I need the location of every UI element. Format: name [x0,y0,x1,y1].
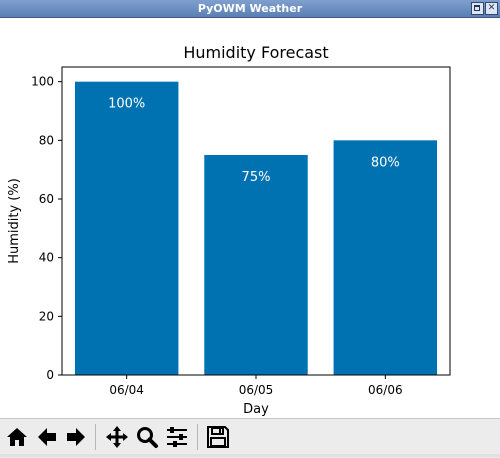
x-axis-label: Day [243,402,269,417]
y-tick-label: 0 [46,368,54,382]
home-button[interactable] [4,423,30,451]
x-tick-label: 06/05 [239,383,274,397]
window-title: PyOWM Weather [197,2,303,15]
close-button[interactable]: ✕ [485,2,498,15]
magnifier-icon [137,427,158,448]
save-button[interactable] [205,423,231,451]
y-tick-label: 40 [39,251,54,265]
maximize-icon [474,5,480,11]
y-tick-label: 100 [31,75,54,89]
bar-value-label: 100% [108,97,145,112]
maximize-button[interactable] [471,2,484,15]
bar-chart: Humidity Forecast 100% 06/04 75% 06/05 80% 06/… [7,43,451,417]
chart-figure: Humidity Forecast 100% 06/04 75% 06/05 80% 06/… [0,18,500,418]
floppy-disk-icon [207,426,229,448]
forward-button[interactable] [63,423,89,451]
x-tick-label: 06/06 [368,383,403,397]
y-tick-label: 80 [39,133,54,147]
toolbar-separator [197,424,198,450]
arrow-right-icon [67,428,85,446]
arrow-left-icon [38,428,56,446]
y-tick-label: 20 [39,309,54,323]
move-icon [106,426,128,448]
axes-frame [61,66,451,376]
pan-button[interactable] [104,423,130,451]
y-axis-label: Humidity (%) [7,178,22,264]
x-tick-label: 06/04 [109,383,144,397]
chart-title: Humidity Forecast [183,43,328,62]
bar [333,140,438,375]
bar-value-label: 80% [371,155,400,170]
configure-subplots-button[interactable] [164,423,190,451]
home-icon [7,428,27,446]
status-bar [0,454,500,457]
navigation-toolbar [0,418,500,458]
close-icon: ✕ [487,3,496,13]
bar-value-label: 75% [242,170,271,185]
toolbar-separator [95,424,96,450]
sliders-icon [167,427,187,447]
y-tick-label: 60 [39,192,54,206]
zoom-button[interactable] [134,423,160,451]
bar [204,155,308,375]
window-titlebar: PyOWM Weather ✕ [0,0,500,18]
bar [74,81,179,375]
back-button[interactable] [34,423,60,451]
